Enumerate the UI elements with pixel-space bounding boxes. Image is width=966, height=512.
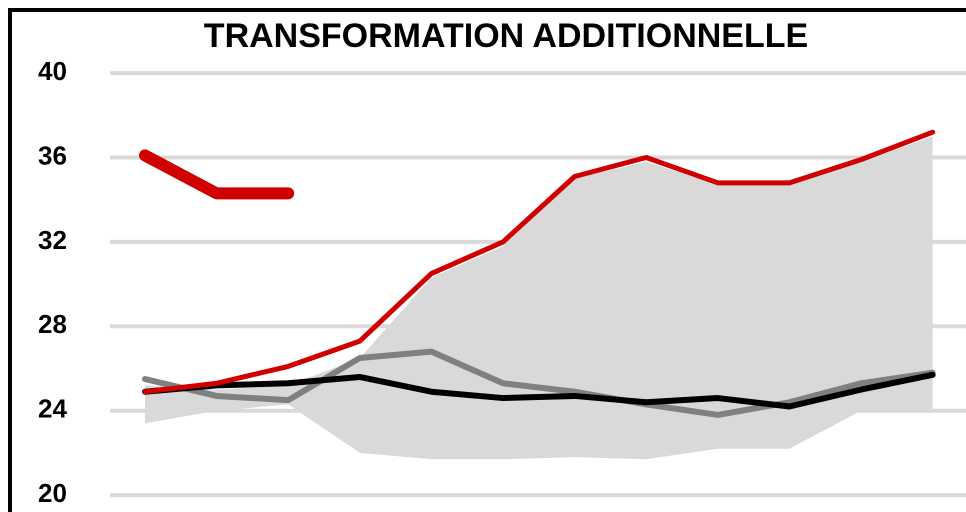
y-tick-label: 32: [38, 225, 67, 255]
series-line: [142, 348, 936, 418]
y-tick-label: 20: [38, 478, 67, 508]
y-tick-label: 40: [38, 56, 67, 86]
series-line: [142, 129, 936, 395]
series-line: [142, 371, 936, 410]
y-tick-label: 28: [38, 309, 67, 339]
y-tick-label: 24: [38, 394, 67, 424]
series-line: [139, 149, 295, 200]
y-tick-label: 36: [38, 140, 67, 170]
chart-title: TRANSFORMATION ADDITIONNELLE: [204, 17, 808, 55]
